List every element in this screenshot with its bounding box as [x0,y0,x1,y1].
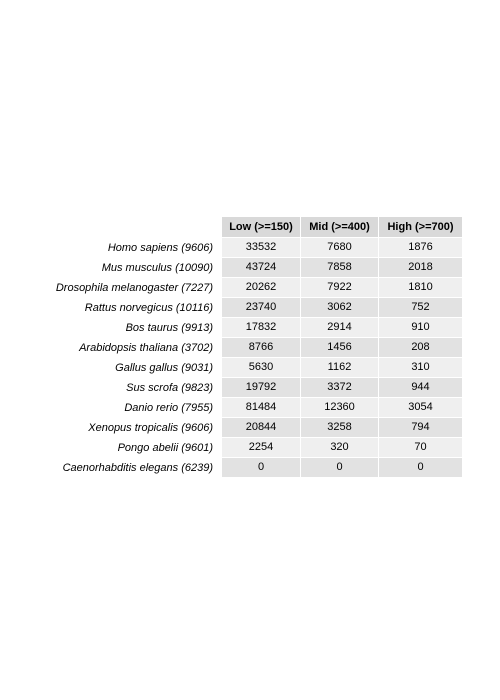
cell-mid: 1456 [301,338,379,358]
row-label: Sus scrofa (9823) [126,381,213,394]
cell-low: 20844 [222,418,301,438]
cell-high: 910 [379,318,462,338]
table-row: Sus scrofa (9823) 19792 3372 944 [0,378,462,398]
table-row: Homo sapiens (9606) 33532 7680 1876 [0,238,462,258]
species-counts-table: Low (>=150) Mid (>=400) High (>=700) Hom… [0,217,462,478]
table-row: Rattus norvegicus (10116) 23740 3062 752 [0,298,462,318]
cell-low: 8766 [222,338,301,358]
cell-low: 5630 [222,358,301,378]
cell-low: 23740 [222,298,301,318]
table-row: Mus musculus (10090) 43724 7858 2018 [0,258,462,278]
table-row: Arabidopsis thaliana (3702) 8766 1456 20… [0,338,462,358]
cell-high: 1810 [379,278,462,298]
cell-high: 944 [379,378,462,398]
table-row: Caenorhabditis elegans (6239) 0 0 0 [0,458,462,478]
column-header-mid: Mid (>=400) [301,217,379,238]
row-label: Rattus norvegicus (10116) [84,301,213,314]
cell-high: 752 [379,298,462,318]
table-header-row: Low (>=150) Mid (>=400) High (>=700) [0,217,462,238]
cell-high: 3054 [379,398,462,418]
cell-high: 0 [379,458,462,478]
cell-low: 2254 [222,438,301,458]
row-label: Arabidopsis thaliana (3702) [79,341,213,354]
cell-high: 794 [379,418,462,438]
column-header-high: High (>=700) [379,217,462,238]
cell-high: 1876 [379,238,462,258]
cell-mid: 3062 [301,298,379,318]
cell-mid: 3372 [301,378,379,398]
table-body: Homo sapiens (9606) 33532 7680 1876 Mus … [0,238,462,478]
cell-high: 310 [379,358,462,378]
cell-mid: 7922 [301,278,379,298]
table-row: Gallus gallus (9031) 5630 1162 310 [0,358,462,378]
row-label: Bos taurus (9913) [125,321,213,334]
row-label: Pongo abelii (9601) [117,441,213,454]
cell-mid: 12360 [301,398,379,418]
cell-mid: 0 [301,458,379,478]
row-label: Drosophila melanogaster (7227) [55,281,213,294]
cell-low: 33532 [222,238,301,258]
cell-low: 19792 [222,378,301,398]
table-row: Pongo abelii (9601) 2254 320 70 [0,438,462,458]
table-row: Drosophila melanogaster (7227) 20262 792… [0,278,462,298]
cell-high: 208 [379,338,462,358]
row-label: Xenopus tropicalis (9606) [88,421,213,434]
cell-mid: 3258 [301,418,379,438]
cell-low: 81484 [222,398,301,418]
cell-low: 43724 [222,258,301,278]
row-label: Gallus gallus (9031) [115,361,213,374]
row-label: Caenorhabditis elegans (6239) [62,461,213,474]
cell-mid: 1162 [301,358,379,378]
cell-mid: 7858 [301,258,379,278]
species-counts-table-container: Low (>=150) Mid (>=400) High (>=700) Hom… [0,217,500,478]
cell-mid: 2914 [301,318,379,338]
cell-mid: 7680 [301,238,379,258]
cell-low: 0 [222,458,301,478]
table-corner-cell [0,217,222,238]
cell-low: 20262 [222,278,301,298]
cell-high: 70 [379,438,462,458]
column-header-low: Low (>=150) [222,217,301,238]
table-row: Xenopus tropicalis (9606) 20844 3258 794 [0,418,462,438]
cell-high: 2018 [379,258,462,278]
cell-low: 17832 [222,318,301,338]
table-row: Bos taurus (9913) 17832 2914 910 [0,318,462,338]
row-label: Danio rerio (7955) [124,401,213,414]
cell-mid: 320 [301,438,379,458]
table-row: Danio rerio (7955) 81484 12360 3054 [0,398,462,418]
row-label: Homo sapiens (9606) [107,241,213,254]
row-label: Mus musculus (10090) [101,261,213,274]
